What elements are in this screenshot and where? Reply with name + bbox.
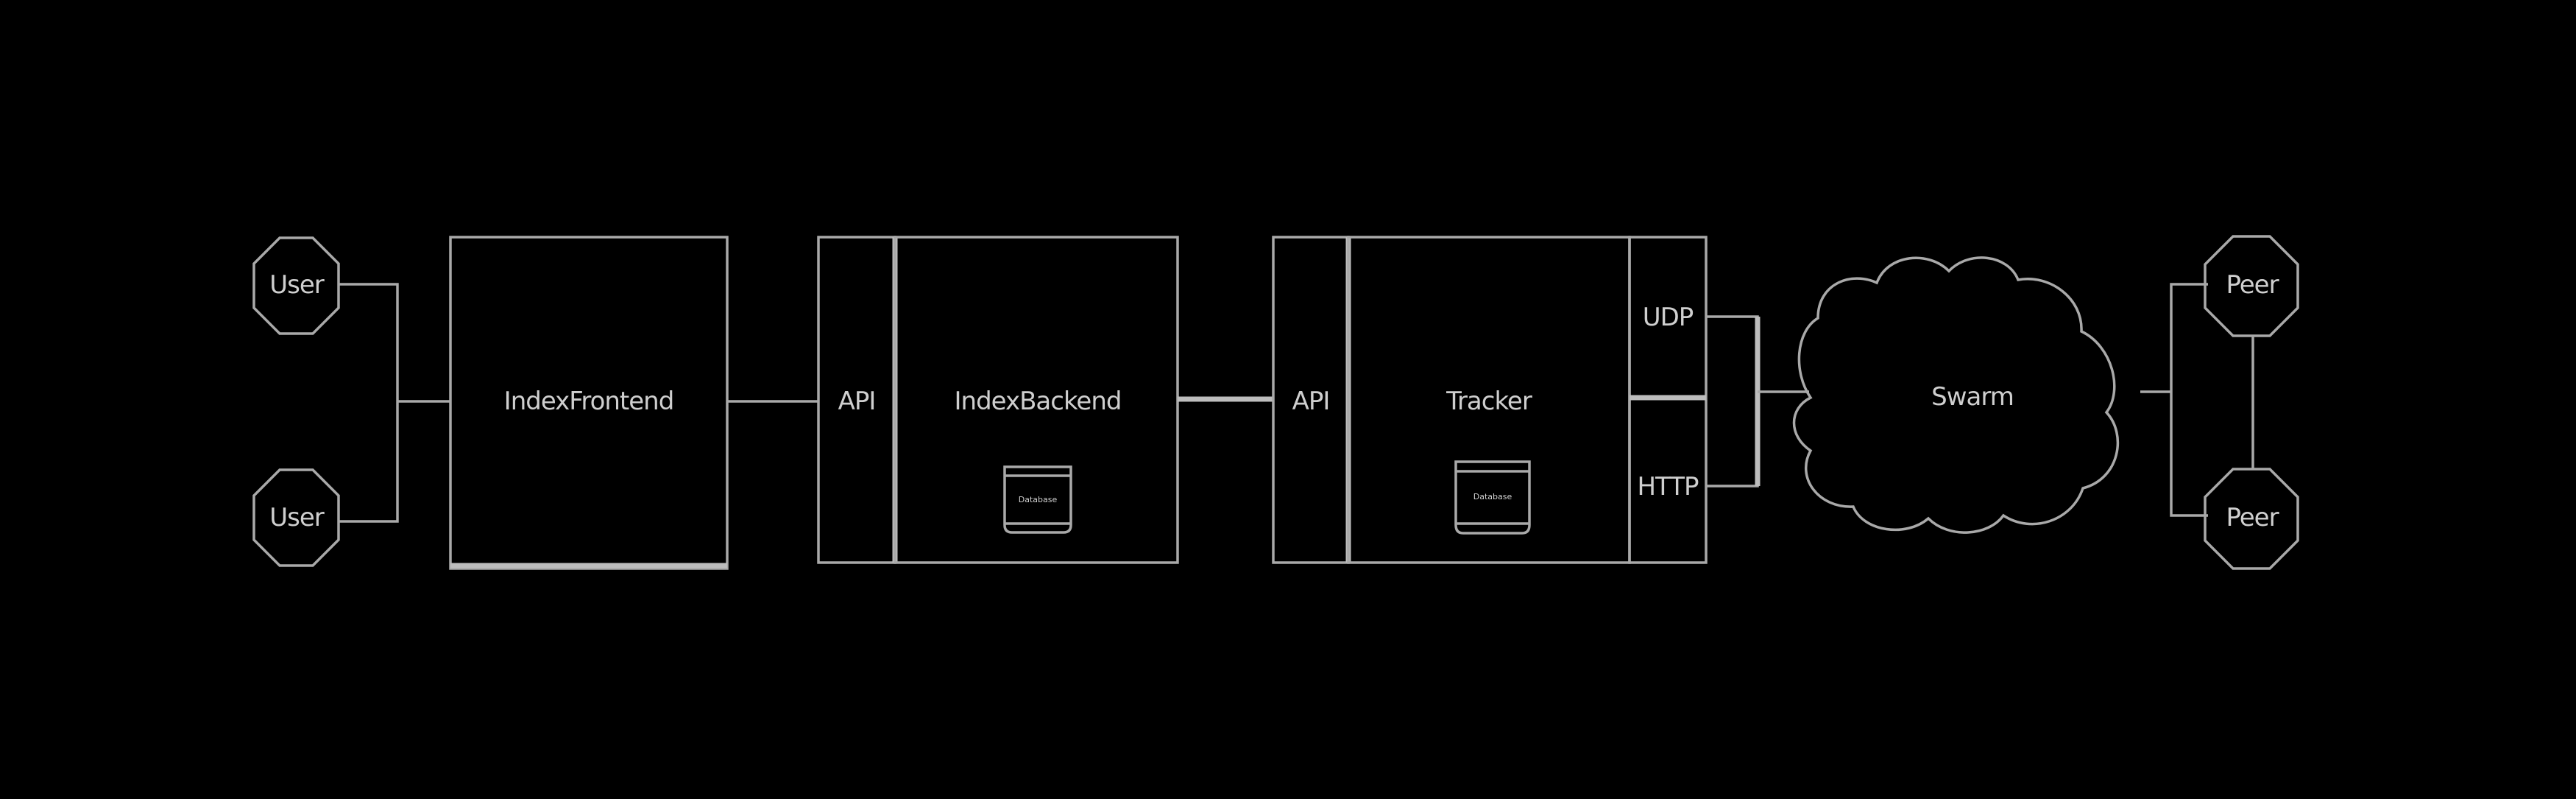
- peer-top-label: Peer: [2226, 270, 2279, 300]
- index-frontend-label: IndexFrontend: [504, 387, 674, 416]
- user-connectors: [339, 283, 450, 523]
- user-node-top[interactable]: User: [252, 236, 340, 335]
- octagon-icon: [252, 236, 340, 335]
- octagon-icon: [2204, 235, 2299, 337]
- user-bracket-line: [339, 283, 399, 523]
- user-top-label: User: [269, 270, 325, 300]
- index-frontend-node[interactable]: IndexFrontend: [449, 236, 729, 570]
- octagon-icon: [252, 468, 340, 567]
- index-backend-label: IndexBackend: [955, 387, 1122, 416]
- swarm-node[interactable]: Swarm: [1792, 256, 2120, 534]
- tracker-group[interactable]: API Tracker Database UDP HTTP: [1272, 236, 1708, 564]
- swarm-peer-connectors: [2140, 283, 2254, 517]
- protocol-bracket-line: [1706, 315, 1759, 488]
- octagon-icon: [2204, 468, 2299, 570]
- swarm-label: Swarm: [1931, 382, 2014, 412]
- peer-bracket-line: [2170, 283, 2208, 517]
- tracker-side-label: API: [1292, 387, 1330, 416]
- user-bottom-label: User: [269, 503, 325, 532]
- cloud-icon: [1792, 256, 2120, 534]
- api-label: API: [838, 387, 876, 416]
- tracker-db-label: Database: [1473, 492, 1512, 501]
- index-backend-group[interactable]: API IndexBackend Database: [817, 236, 1179, 564]
- database-icon: Database: [1454, 460, 1531, 535]
- http-label: HTTP: [1637, 472, 1699, 501]
- protocol-connectors: [1706, 315, 1809, 488]
- tracker-label: Tracker: [1446, 387, 1532, 416]
- udp-label: UDP: [1643, 303, 1694, 332]
- index-frontend-box: [449, 236, 729, 570]
- peer-bottom-label: Peer: [2226, 503, 2279, 532]
- database-icon: Database: [1003, 465, 1072, 534]
- peer-node-bottom[interactable]: Peer: [2204, 468, 2299, 570]
- index-backend-db-label: Database: [1019, 495, 1058, 504]
- user-node-bottom[interactable]: User: [252, 468, 340, 567]
- peer-node-top[interactable]: Peer: [2204, 235, 2299, 337]
